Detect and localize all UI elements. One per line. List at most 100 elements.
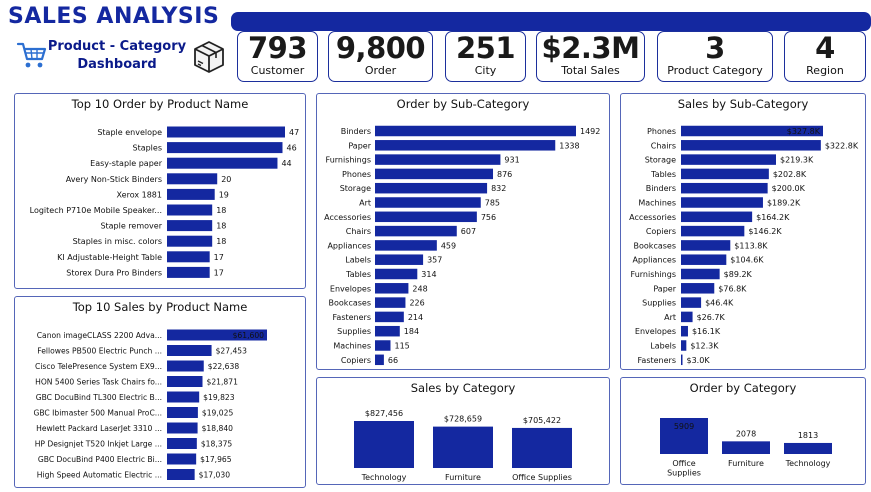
bar [167,438,197,449]
bar [681,240,731,251]
data-label: 46 [286,144,296,153]
kpi-value: 4 [815,31,835,65]
data-label: $219.3K [780,156,814,165]
category-label: Fasteners [333,313,371,322]
bar [167,188,215,200]
data-label: $21,871 [207,378,239,387]
category-label: Tables [345,270,371,279]
category-label: Fellowes PB500 Electric Punch ... [37,347,162,356]
data-label: $202.8K [773,170,807,179]
kpi-card-customer: 793 Customer [237,31,318,82]
data-label: $200.0K [772,184,806,193]
bar [375,254,424,265]
bar [167,376,203,387]
data-label: 2078 [736,429,756,438]
data-label: 184 [404,327,419,336]
data-label: 1338 [559,141,579,150]
category-label: Machines [638,199,676,208]
data-label: $27,453 [216,347,248,356]
bar [375,283,409,294]
kpi-card-city: 251 City [445,31,526,82]
bar [375,354,384,366]
category-label: Furnishings [631,270,676,279]
category-label: Office [672,459,695,468]
panel-order-subcategory: Order by Sub-Category Binders 1492 Paper 13… [316,93,610,370]
bar [167,251,210,263]
panel-sales-category: Sales by Category $827,456 Technology $728… [316,377,610,485]
data-label: $61,600 [233,331,265,340]
bar [681,354,683,366]
data-label: 226 [409,299,424,308]
data-label: 832 [491,184,506,193]
data-label: $18,840 [202,424,234,433]
data-label: $89.2K [724,270,753,279]
chart-top10-order: Staple envelope 47 Staples 46 Easy-staple pa… [30,126,299,278]
kpi-label: Region [806,64,844,77]
data-label: $17,030 [199,471,231,480]
category-label: Accessories [629,213,676,222]
data-label: 931 [504,156,519,165]
bar [375,154,501,165]
category-label: Labels [345,256,371,265]
bar [167,407,198,418]
category-label: High Speed Automatic Electric ... [37,471,162,480]
bar [375,297,406,308]
category-label: Staples in misc. colors [73,237,162,246]
category-label: Bookcases [329,299,371,308]
data-label: 248 [412,284,427,293]
category-label: Labels [650,342,676,351]
bar [375,268,418,280]
panel-sales-subcategory: Sales by Sub-Category Phones $327.8K Chair… [620,93,866,370]
bar [167,266,210,278]
subtitle-line-2: Dashboard [77,57,157,72]
category-label: HON 5400 Series Task Chairs fo... [35,378,162,387]
data-label: 18 [216,222,226,231]
data-label: $19,823 [203,393,235,402]
data-label: $16.1K [692,327,721,336]
kpi-label: City [474,64,497,77]
category-label: Appliances [632,256,676,265]
header-accent-bar [231,12,871,31]
data-label: $12.3K [690,342,719,351]
bar [167,142,283,154]
data-label: $327.8K [787,127,821,136]
data-label: $104.6K [730,256,764,265]
bar [681,283,715,294]
data-label: $189.2K [767,199,801,208]
kpi-label: Product Category [667,64,763,77]
panel-top10-sales: Top 10 Sales by Product Name Canon image… [14,296,306,488]
panel-title: Order by Sub-Category [396,97,530,111]
kpi-value: $2.3M [541,31,640,65]
category-label: Staple envelope [97,128,162,137]
data-label: $164.2K [756,213,790,222]
category-label: Logitech P710e Mobile Speaker... [30,206,162,215]
dashboard-title: SALES ANALYSIS [8,4,220,29]
data-label: 20 [221,175,231,184]
category-label: Phones [342,170,371,179]
category-label: Office Supplies [512,473,572,482]
data-label: 459 [441,241,456,250]
kpi-card-total-sales: $2.3M Total Sales [536,31,645,82]
data-label: 785 [485,199,500,208]
bar [375,225,457,237]
data-label: $728,659 [444,415,482,424]
bar [167,329,267,341]
package-box-icon [194,41,224,73]
category-label: Paper [653,284,676,293]
bar [681,154,776,165]
category-label: Supplies [667,469,701,478]
data-label: 115 [394,342,409,351]
subtitle-line-1: Product - Category [47,39,187,54]
bar [722,441,770,454]
data-label: $705,422 [523,416,561,425]
kpi-label: Customer [250,64,305,77]
bar [167,391,200,403]
category-label: Staple remover [100,222,162,231]
data-label: $22,638 [208,362,240,371]
bar [167,345,212,356]
data-label: $113.8K [734,241,768,250]
bar [681,340,687,351]
data-label: 357 [427,256,442,265]
category-label: GBC Ibimaster 500 Manual ProC... [33,409,162,418]
kpi-card-order: 9,800 Order [328,31,433,82]
